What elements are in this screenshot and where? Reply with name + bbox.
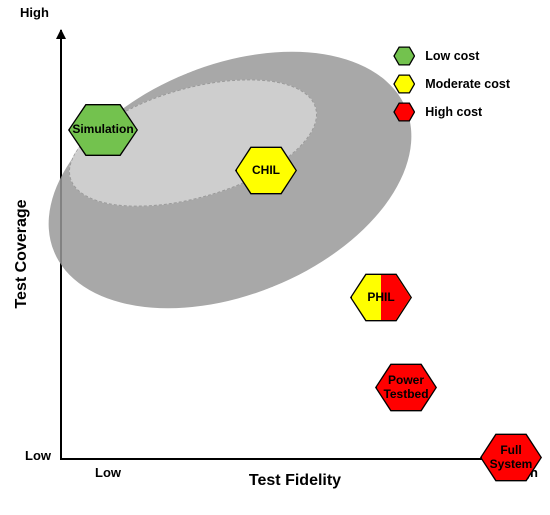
- legend-hex-low-cost: [393, 45, 415, 67]
- x-axis-title: Test Fidelity: [249, 472, 341, 490]
- node-label-phil: PHIL: [367, 291, 394, 304]
- node-simulation: Simulation: [68, 100, 138, 160]
- node-label-chil: CHIL: [252, 164, 280, 177]
- legend-hex-moderate-cost: [393, 73, 415, 95]
- node-chil: CHIL: [235, 143, 297, 198]
- y-axis-title: Test Coverage: [13, 199, 31, 308]
- node-power-testbed: Power Testbed: [375, 360, 437, 415]
- y-tick-low: Low: [25, 448, 51, 463]
- legend: Low cost Moderate cost High cost: [393, 45, 510, 129]
- node-label-power-testbed: Power Testbed: [383, 374, 428, 400]
- legend-label-low-cost: Low cost: [425, 49, 479, 63]
- x-tick-low: Low: [95, 465, 121, 480]
- legend-label-high-cost: High cost: [425, 105, 482, 119]
- legend-hex-high-cost: [393, 101, 415, 123]
- node-label-full-system: Full System: [490, 444, 533, 470]
- x-axis: [60, 458, 530, 460]
- chart-area: Test Fidelity Test Coverage Low High Low…: [60, 30, 530, 460]
- legend-item-moderate-cost: Moderate cost: [393, 73, 510, 95]
- legend-item-low-cost: Low cost: [393, 45, 510, 67]
- legend-item-high-cost: High cost: [393, 101, 510, 123]
- y-tick-high: High: [20, 5, 49, 20]
- node-label-simulation: Simulation: [72, 123, 133, 136]
- node-full-system: Full System: [480, 430, 542, 485]
- legend-label-moderate-cost: Moderate cost: [425, 77, 510, 91]
- node-phil: PHIL: [350, 270, 412, 325]
